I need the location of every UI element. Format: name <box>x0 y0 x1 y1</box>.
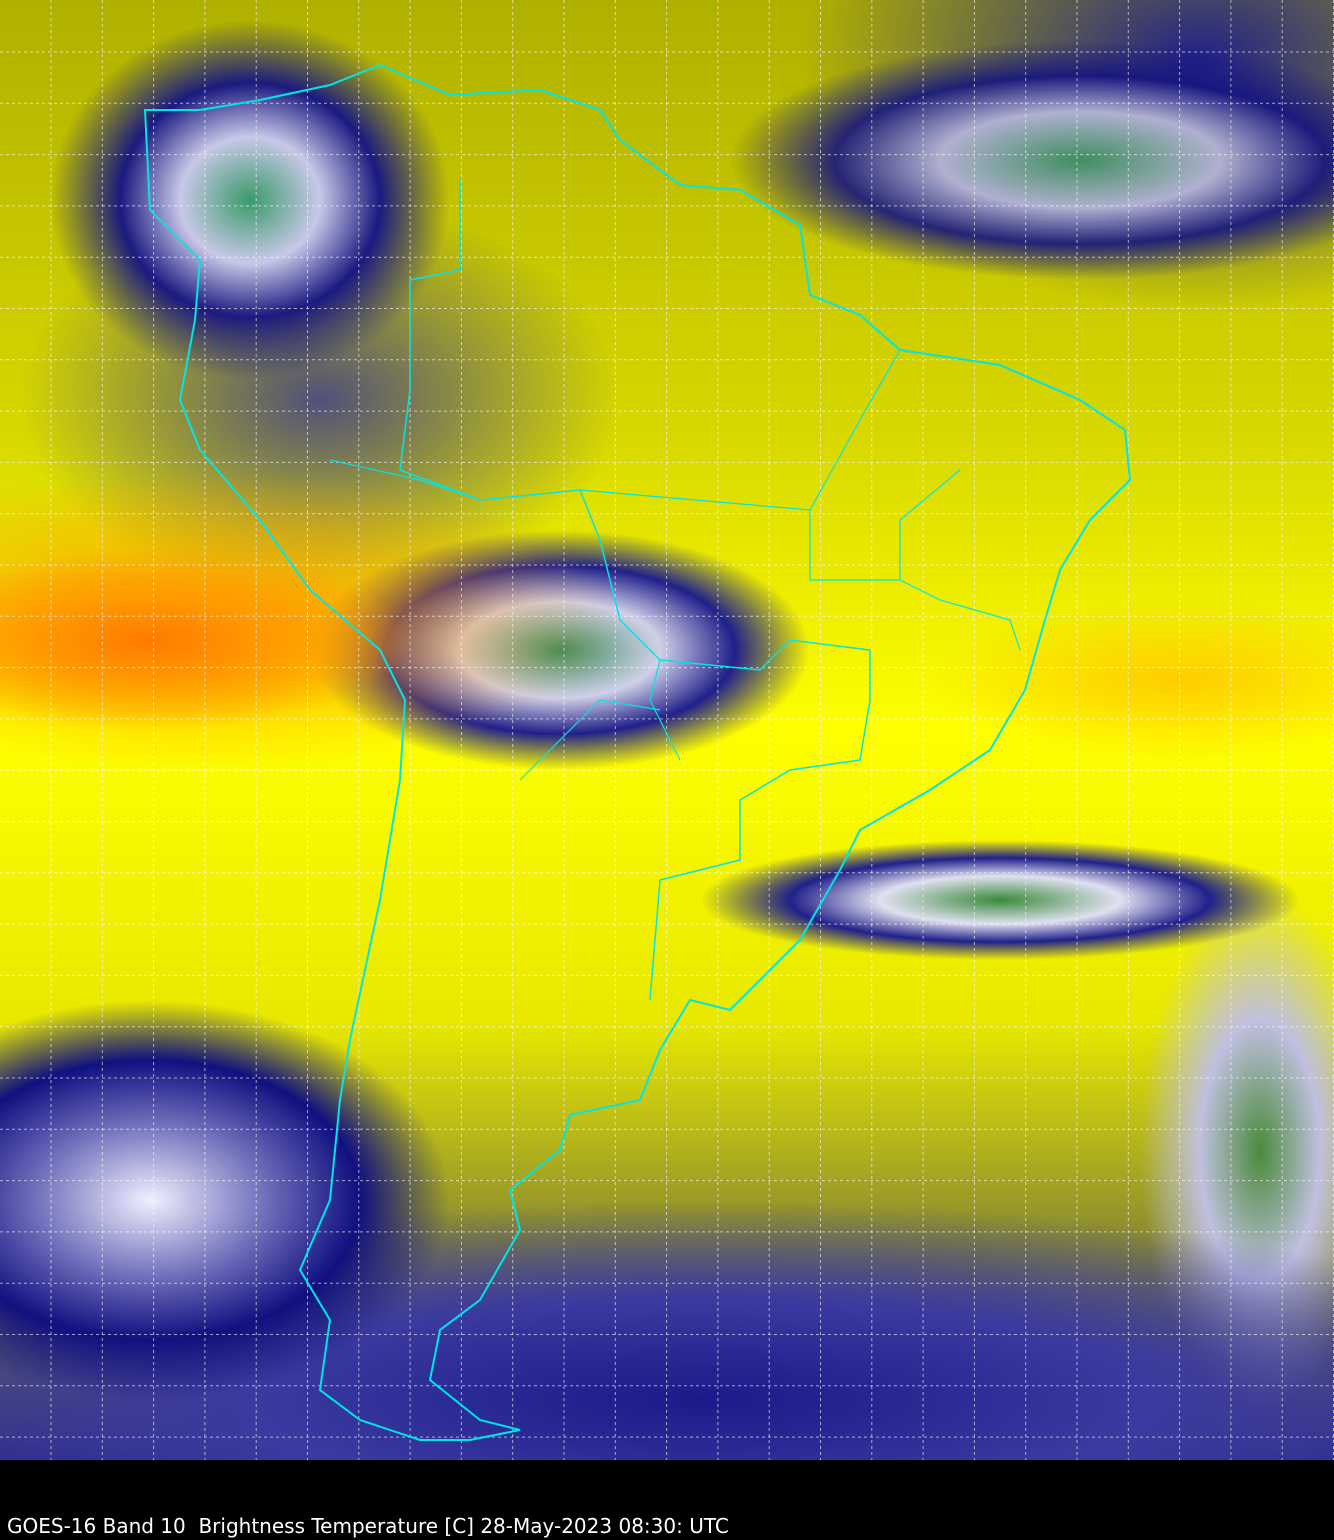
lat-lon-grid <box>0 0 1334 1460</box>
image-caption: GOES-16 Band 10 Brightness Temperature [… <box>7 1514 729 1538</box>
south-america-coastline <box>143 63 1132 1441</box>
satellite-imagery <box>0 0 1334 1460</box>
brazil-border <box>399 180 871 1001</box>
state-borders <box>329 349 1021 781</box>
country-borders <box>143 63 1132 1441</box>
